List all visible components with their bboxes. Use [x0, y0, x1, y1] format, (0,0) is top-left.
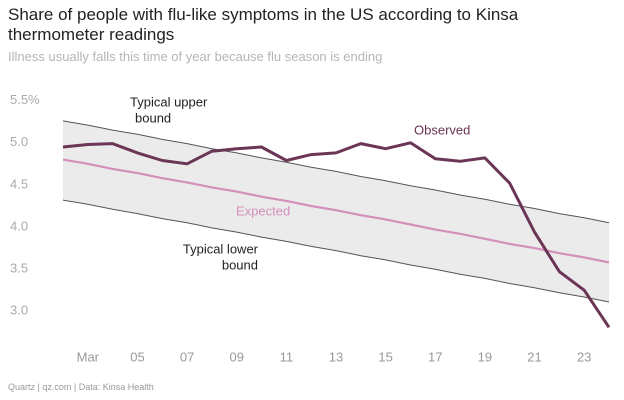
- x-tick-label: 05: [130, 349, 144, 364]
- band-area: [63, 120, 609, 303]
- band-upper: [62, 120, 610, 224]
- x-tick-label: 23: [577, 349, 591, 364]
- annotation: Typical lower: [183, 241, 259, 256]
- source-note: Quartz | qz.com | Data: Kinsa Health: [8, 382, 154, 392]
- y-tick-label: 4.0: [10, 218, 28, 233]
- x-tick-label: Mar: [77, 349, 100, 364]
- y-tick-label: 4.5: [10, 176, 28, 191]
- series-line: [62, 158, 610, 264]
- series-label: Expected: [236, 203, 290, 218]
- x-tick-label: 11: [280, 349, 294, 364]
- series-line: [62, 141, 611, 329]
- chart-title: Share of people with flu-like symptoms i…: [8, 5, 519, 44]
- annotation: bound: [135, 110, 171, 125]
- x-tick-label: 21: [527, 349, 541, 364]
- x-tick-label: 17: [428, 349, 442, 364]
- x-tick-label: 19: [478, 349, 492, 364]
- x-tick-label: 09: [229, 349, 243, 364]
- x-tick-label: 13: [329, 349, 343, 364]
- chart-subtitle: Illness usually falls this time of year …: [8, 49, 383, 64]
- annotation: Typical upper: [130, 94, 208, 109]
- annotation: bound: [222, 257, 258, 272]
- x-tick-label: 15: [378, 349, 392, 364]
- y-tick-label: 3.5: [10, 261, 28, 276]
- y-tick-label: 5.5%: [10, 92, 40, 107]
- series-label: Observed: [414, 122, 470, 137]
- y-tick-label: 3.0: [10, 303, 28, 318]
- x-tick-label: 07: [180, 349, 194, 364]
- band-lower: [62, 199, 610, 303]
- y-tick-label: 5.0: [10, 134, 28, 149]
